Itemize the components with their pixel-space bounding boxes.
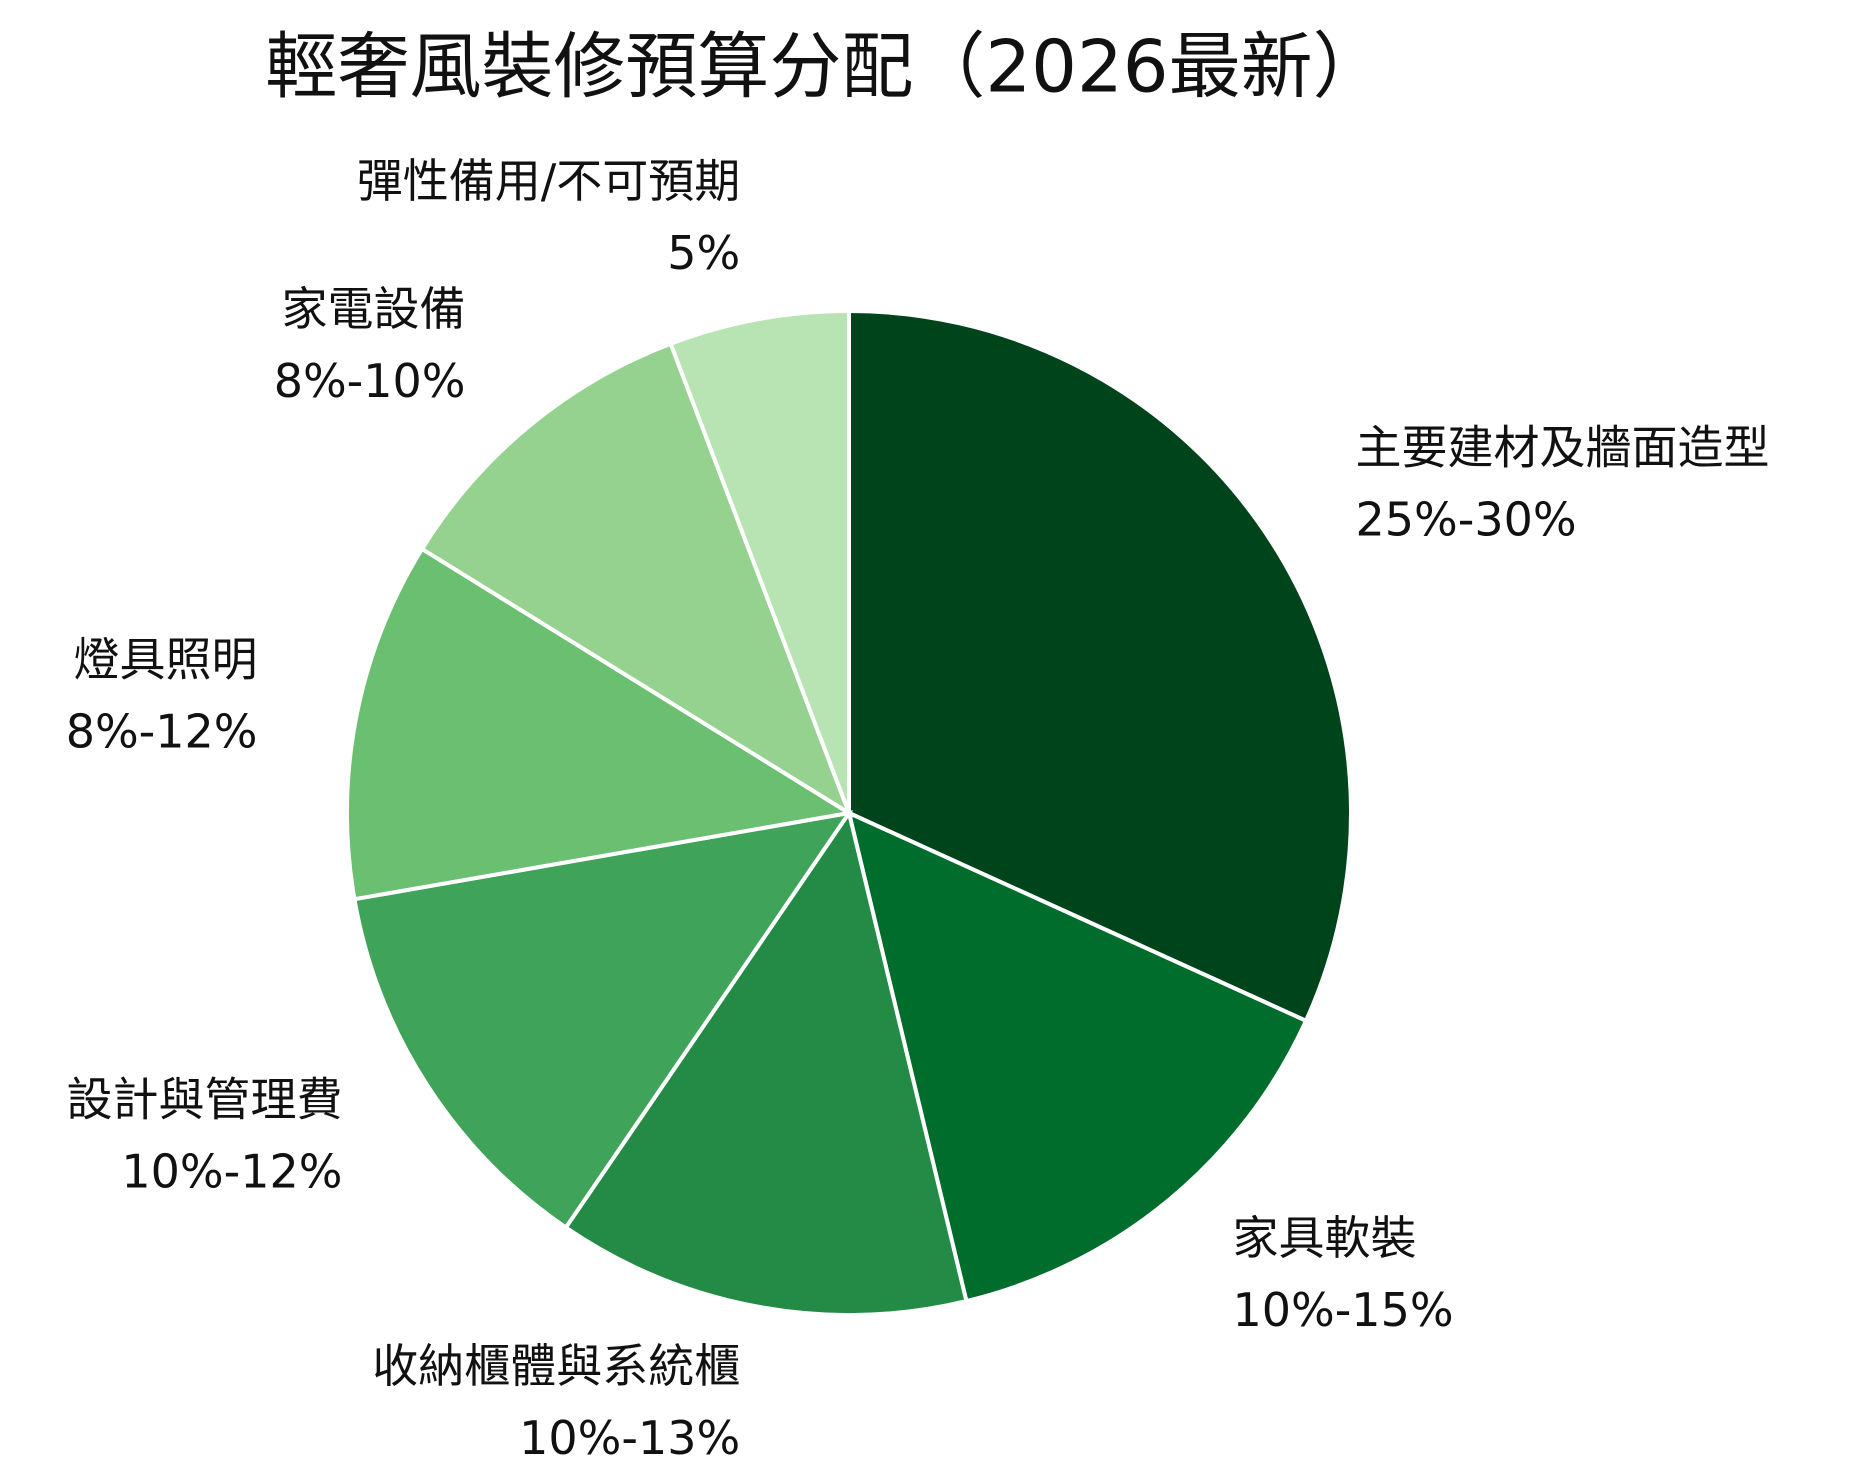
slice-label: 家電設備 <box>282 282 466 336</box>
slice-value-label: 10%-12% <box>121 1145 342 1199</box>
slice-label: 收納櫃體與系統櫃 <box>372 1339 740 1393</box>
slice-value-label: 8%-12% <box>66 704 258 758</box>
pie-slice <box>668 308 851 814</box>
slice-label: 家具軟裝 <box>1232 1211 1416 1265</box>
slice-value-label: 8%-10% <box>274 354 466 408</box>
slice-value-label: 5% <box>667 226 740 280</box>
slice-label: 燈具照明 <box>74 632 258 686</box>
pie-slice <box>847 308 1353 1024</box>
slice-value-label: 10%-13% <box>519 1411 740 1465</box>
slice-value-label: 25%-30% <box>1356 492 1577 546</box>
slice-value-label: 10%-15% <box>1232 1283 1453 1337</box>
chart-title: 輕奢風裝修預算分配（2026最新） <box>265 25 1384 109</box>
pie-slice <box>419 341 853 818</box>
slice-label: 彈性備用/不可預期 <box>357 154 741 208</box>
pie-slice <box>352 810 854 1231</box>
pie-slice <box>846 809 1309 1304</box>
slice-label: 設計與管理費 <box>66 1073 342 1127</box>
slice-label: 主要建材及牆面造型 <box>1356 420 1770 474</box>
pie-slice <box>563 808 969 1317</box>
pie-slice <box>345 546 855 902</box>
